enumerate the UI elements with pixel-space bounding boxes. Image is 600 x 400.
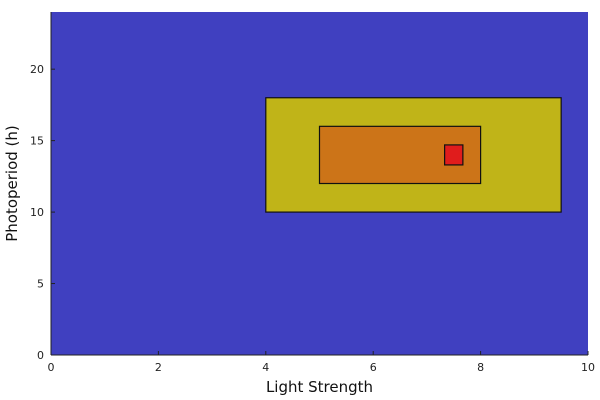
x-ticks: 0 2 4 6 8 10 — [48, 351, 595, 374]
region-rect-2 — [444, 144, 464, 166]
y-tick-label: 0 — [37, 349, 44, 362]
x-axis-label: Light Strength — [266, 378, 373, 396]
y-tick-label: 15 — [30, 135, 44, 148]
x-tick-label: 2 — [155, 361, 162, 374]
x-tick-label: 6 — [370, 361, 377, 374]
y-tick-label: 10 — [30, 206, 44, 219]
y-tick-label: 5 — [37, 278, 44, 291]
y-tick-label: 20 — [30, 63, 44, 76]
regions-layer — [265, 97, 562, 213]
x-tick-label: 0 — [48, 361, 55, 374]
x-tick-label: 10 — [581, 361, 595, 374]
y-ticks: 0 5 10 15 20 — [30, 63, 55, 362]
y-axis-label: Photoperiod (h) — [3, 125, 21, 242]
x-tick-label: 8 — [477, 361, 484, 374]
x-tick-label: 4 — [262, 361, 269, 374]
